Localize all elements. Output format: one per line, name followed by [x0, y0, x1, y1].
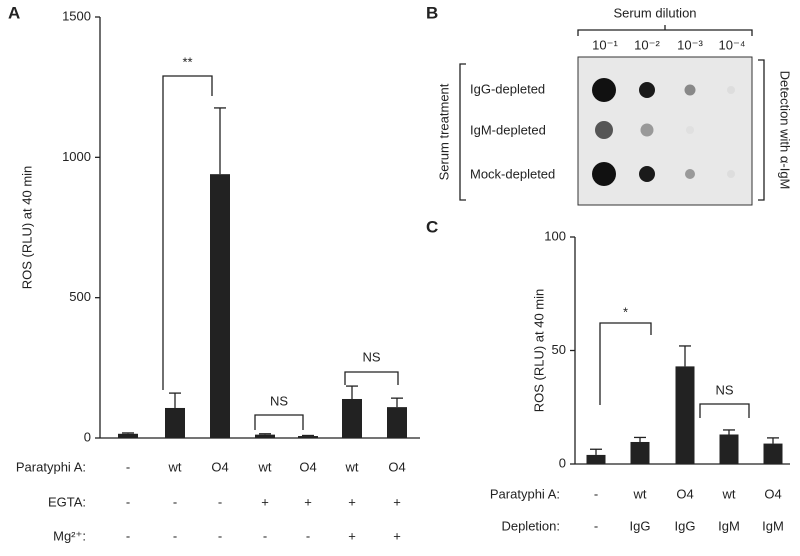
significance-bracket — [599, 322, 652, 405]
significance-bracket — [162, 75, 213, 390]
blot-title: Serum dilution — [613, 5, 696, 20]
x-tick-label: - — [218, 528, 222, 543]
column-label: 10⁻⁴ — [719, 37, 746, 52]
x-tick-label: - — [173, 528, 177, 543]
x-tick-label: wt — [633, 486, 647, 501]
panel-label: C — [426, 217, 438, 236]
x-tick-label: - — [218, 494, 222, 509]
significance-bracket — [344, 371, 399, 385]
significance-label: NS — [715, 382, 733, 397]
column-label: 10⁻¹ — [592, 37, 618, 52]
y-tick-label: 0 — [559, 455, 566, 470]
y-tick-label: 100 — [544, 228, 566, 243]
x-tick-label: - — [173, 494, 177, 509]
x-tick-label: wt — [168, 459, 182, 474]
significance-label: NS — [362, 349, 380, 364]
bar — [719, 434, 739, 464]
significance-label: NS — [270, 393, 288, 408]
bar — [675, 366, 695, 464]
x-tick-label: O4 — [299, 459, 316, 474]
bracket — [758, 59, 765, 201]
bar — [165, 407, 185, 438]
x-tick-label: + — [304, 494, 312, 509]
bar — [763, 443, 783, 464]
column-label: 10⁻² — [634, 37, 660, 52]
panel-label: A — [8, 3, 20, 22]
x-tick-label: + — [348, 494, 356, 509]
dot — [595, 121, 613, 139]
x-tick-label: IgM — [762, 518, 784, 533]
x-tick-label: + — [393, 528, 401, 543]
y-tick-label: 1000 — [62, 149, 91, 164]
bar — [118, 433, 138, 438]
x-tick-label: - — [594, 486, 598, 501]
row-label: Mock-depleted — [470, 166, 555, 181]
x-tick-label: + — [348, 528, 356, 543]
detection-label: Detection with α-IgM — [778, 71, 793, 190]
row-label: IgM-depleted — [470, 122, 546, 137]
bar — [586, 454, 606, 464]
x-tick-label: IgG — [675, 518, 696, 533]
bar — [342, 398, 362, 438]
x-tick-label: - — [594, 518, 598, 533]
x-tick-label: O4 — [676, 486, 693, 501]
x-tick-label: wt — [345, 459, 359, 474]
x-tick-label: - — [126, 459, 130, 474]
row-label: Mg²⁺: — [53, 528, 86, 543]
y-axis-label: ROS (RLU) at 40 min — [19, 166, 34, 290]
x-tick-label: IgG — [630, 518, 651, 533]
row-label: Paratyphi A: — [490, 486, 560, 501]
x-tick-label: - — [126, 494, 130, 509]
bar — [387, 407, 407, 438]
x-tick-label: O4 — [211, 459, 228, 474]
row-label: Depletion: — [501, 518, 560, 533]
bracket — [459, 63, 466, 201]
x-tick-label: + — [261, 494, 269, 509]
x-tick-label: - — [263, 528, 267, 543]
dot — [684, 84, 696, 96]
dot — [639, 166, 655, 182]
bracket — [577, 25, 753, 36]
x-tick-label: wt — [722, 486, 736, 501]
bar — [630, 441, 650, 464]
column-label: 10⁻³ — [677, 37, 703, 52]
dot — [686, 126, 694, 134]
x-tick-label: O4 — [764, 486, 781, 501]
bar — [298, 436, 318, 438]
dot — [639, 82, 655, 98]
x-tick-label: + — [393, 494, 401, 509]
x-tick-label: wt — [258, 459, 272, 474]
bar — [255, 434, 275, 438]
dot — [592, 162, 616, 186]
panel-label: B — [426, 3, 438, 22]
y-tick-label: 500 — [69, 289, 91, 304]
dot — [640, 123, 654, 137]
significance-label: ** — [182, 54, 192, 69]
significance-bracket — [699, 403, 750, 418]
y-tick-label: 0 — [84, 429, 91, 444]
y-tick-label: 50 — [552, 342, 566, 357]
x-tick-label: O4 — [388, 459, 405, 474]
x-tick-label: IgM — [718, 518, 740, 533]
row-group-label: Serum treatment — [436, 83, 451, 180]
x-tick-label: - — [306, 528, 310, 543]
dot — [685, 169, 695, 179]
row-label: EGTA: — [48, 494, 86, 509]
dot — [727, 86, 735, 94]
x-tick-label: - — [126, 528, 130, 543]
row-label: Paratyphi A: — [16, 459, 86, 474]
significance-bracket — [254, 414, 304, 430]
dot — [592, 78, 616, 102]
y-axis-label: ROS (RLU) at 40 min — [531, 289, 546, 413]
row-label: IgG-depleted — [470, 81, 545, 96]
significance-label: * — [623, 304, 628, 319]
y-tick-label: 1500 — [62, 8, 91, 23]
bar — [210, 174, 230, 438]
dot — [727, 170, 735, 178]
